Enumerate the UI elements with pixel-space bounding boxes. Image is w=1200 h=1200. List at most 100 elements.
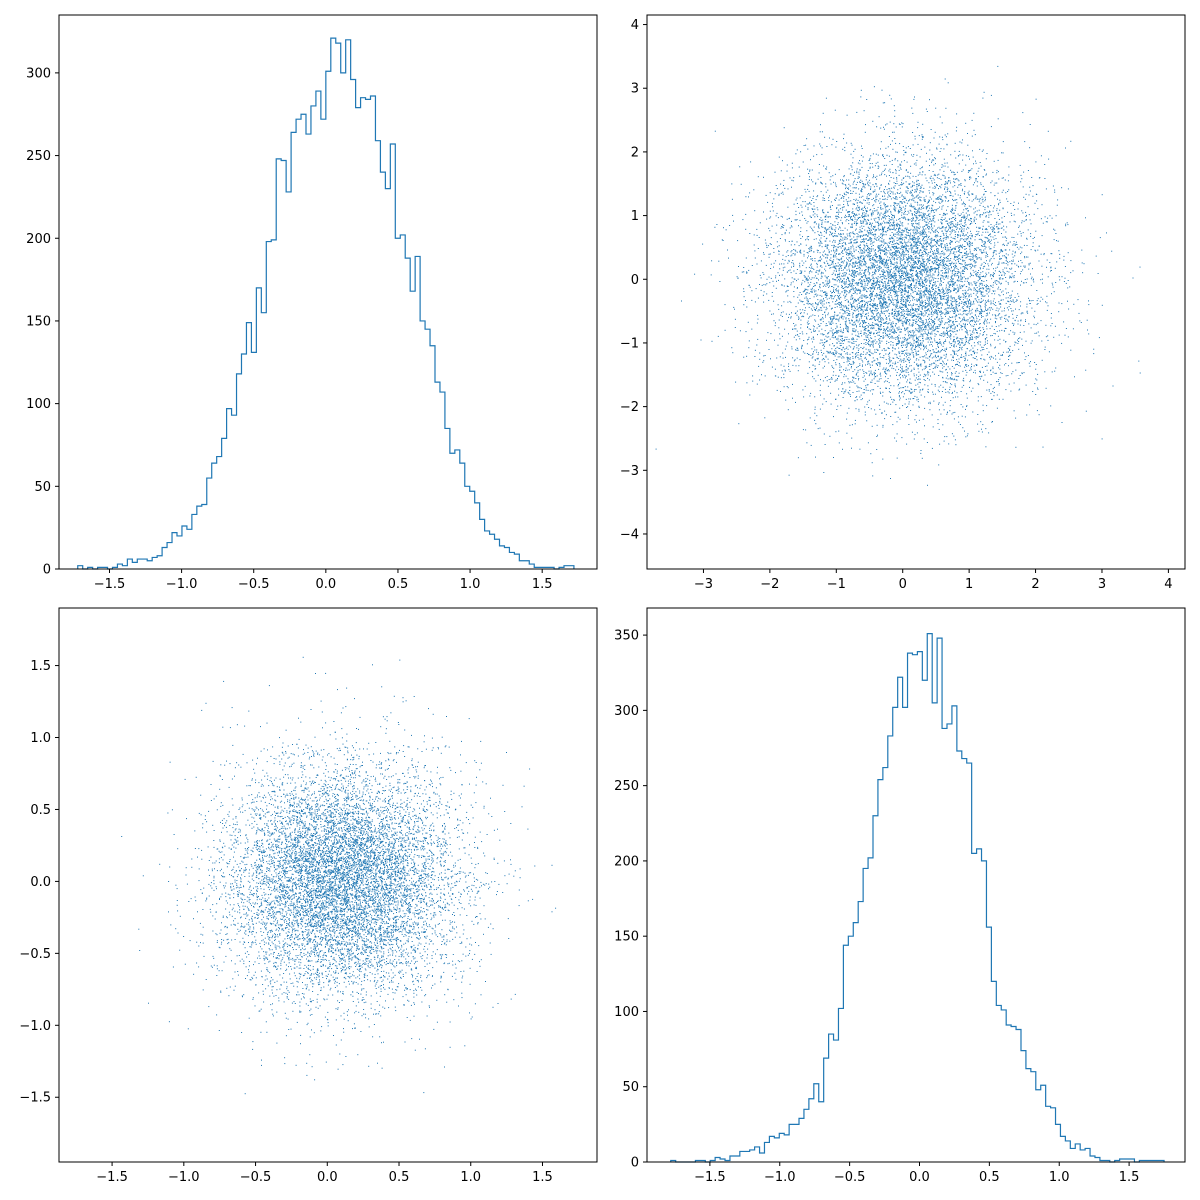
scatter-point [875,330,877,331]
scatter-point [909,269,911,271]
scatter-point [908,304,910,306]
scatter-point [906,322,908,324]
scatter-point [1010,212,1012,214]
scatter-point [733,306,735,308]
scatter-point [905,211,906,212]
scatter-point [910,388,912,390]
scatter-point [904,336,906,338]
scatter-point [807,203,809,205]
scatter-point [860,283,862,284]
scatter-point [841,222,843,224]
scatter-point [916,346,917,348]
scatter-point [887,327,889,329]
scatter-point [1037,322,1039,324]
scatter-point [883,264,885,266]
scatter-point [909,237,911,239]
scatter-point [909,287,911,289]
scatter-point [960,263,962,265]
scatter-point [988,268,990,270]
scatter-point [920,186,922,188]
scatter-point [873,255,875,257]
scatter-point [883,296,885,298]
scatter-point [905,318,906,320]
scatter-point [785,399,787,401]
scatter-point [914,314,916,316]
scatter-point [929,196,931,198]
scatter-point [946,249,948,251]
scatter-point [963,384,965,386]
scatter-point [1028,297,1029,299]
scatter-point [833,345,835,347]
scatter-point [977,342,979,343]
scatter-point [992,274,994,276]
scatter-point [833,287,835,289]
scatter-point [863,216,865,218]
scatter-point [1030,300,1032,302]
scatter-point [898,283,900,285]
scatter-point [953,238,955,240]
scatter-point [851,366,852,367]
scatter-point [942,289,944,291]
scatter-point [964,289,966,291]
scatter-point [859,181,860,183]
scatter-point [957,355,959,357]
scatter-point [894,229,896,231]
scatter-point [909,300,911,302]
scatter-point [983,241,985,243]
scatter-point [950,194,952,196]
scatter-point [849,234,851,236]
scatter-point [919,331,921,333]
scatter-point [816,277,818,279]
scatter-point [963,201,964,203]
scatter-point [901,209,903,211]
scatter-point [783,301,785,303]
scatter-point [930,344,932,345]
scatter-point [943,212,945,214]
axes-frame [58,14,598,570]
scatter-point [859,305,861,307]
scatter-point [981,150,983,152]
scatter-point [881,260,883,262]
scatter-point [897,329,899,331]
scatter-point [880,301,882,303]
scatter-point [821,246,823,248]
scatter-point [745,331,747,333]
scatter-point [930,175,932,177]
scatter-point [852,187,854,189]
scatter-point [900,254,902,255]
scatter-point [842,230,844,231]
scatter-point [810,250,812,252]
scatter-point [858,188,860,190]
scatter-point [905,301,906,303]
scatter-point [924,220,926,222]
scatter-point [802,264,804,266]
scatter-point [885,210,887,212]
scatter-point [928,270,930,271]
scatter-point [917,365,919,367]
scatter-point [890,281,892,283]
scatter-point [902,273,904,275]
scatter-point [953,217,955,218]
scatter-point [959,271,961,273]
scatter-point [871,306,873,308]
scatter-point [880,378,882,380]
scatter-point [895,343,897,345]
scatter-point [842,237,844,239]
scatter-point [1018,341,1020,342]
scatter-point [952,330,954,332]
scatter-point [904,291,906,293]
scatter-point [770,237,772,239]
scatter-point [897,189,899,191]
scatter-point [809,249,811,251]
scatter-point [866,174,868,176]
scatter-point [1018,389,1020,391]
scatter-point [879,372,881,374]
scatter-point [934,173,936,175]
scatter-point [906,161,908,163]
scatter-point [811,289,813,291]
scatter-point [900,277,902,279]
scatter-point [921,282,923,284]
scatter-point [819,131,821,133]
scatter-point [791,162,793,164]
scatter-point [911,249,913,251]
